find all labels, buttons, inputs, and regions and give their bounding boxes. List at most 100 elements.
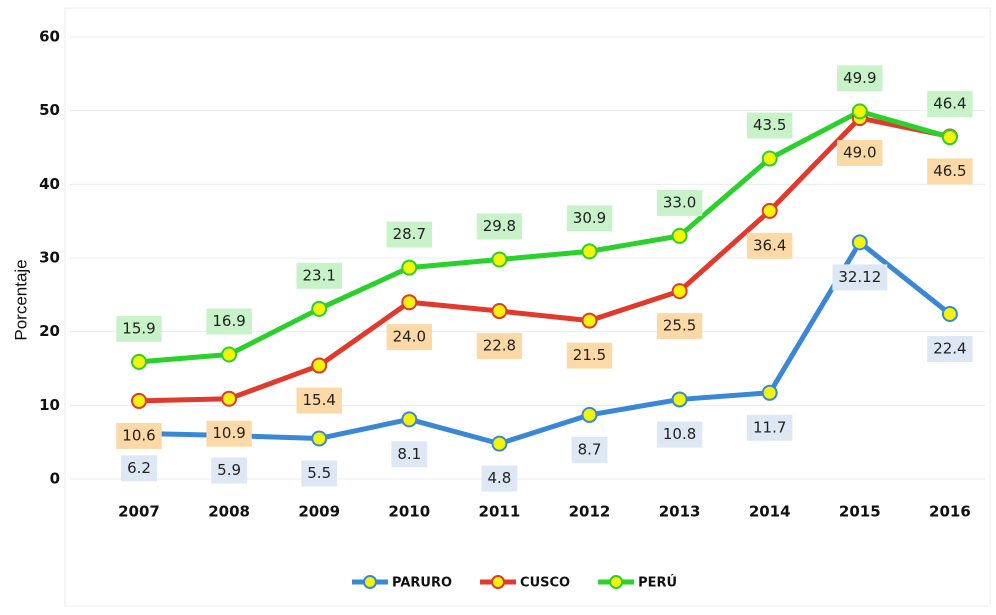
data-label-box [566,342,613,369]
data-label-text: 22.8 [483,337,516,355]
data-label-box [301,460,338,487]
point-marker [581,312,598,329]
x-tick-label: 2011 [479,503,521,521]
data-label-box [391,441,428,468]
data-label: 46.4 [927,91,973,118]
x-tick-label: 2016 [929,503,971,521]
data-label: 8.1 [391,441,428,468]
data-label-text: 49.0 [843,144,876,162]
data-label: 29.8 [476,213,523,240]
point-marker [401,259,418,276]
data-label-text: 8.1 [397,445,421,463]
data-label: 6.2 [121,455,157,482]
data-label-box [837,65,883,92]
point-marker [671,391,688,408]
data-label-text: 10.9 [212,424,245,442]
data-label: 5.9 [211,457,248,484]
data-label: 25.5 [656,313,703,340]
data-label-box [832,264,888,291]
point-marker [221,390,238,407]
data-label-box [571,436,608,463]
x-tick-label: 2008 [208,503,250,521]
data-label-text: 22.4 [933,339,966,357]
data-label: 11.7 [746,414,793,441]
data-label-box [656,313,703,340]
data-label-text: 10.8 [663,425,696,443]
y-tick-label: 60 [39,28,60,46]
data-label: 15.4 [296,387,342,414]
point-marker [761,202,778,219]
point-marker [671,227,688,244]
point-marker [761,384,778,401]
x-tick-label: 2012 [569,503,611,521]
point-marker [311,430,328,447]
data-label-text: 46.4 [933,95,966,113]
data-label-text: 29.8 [483,217,516,235]
data-label-box [121,455,157,482]
data-label-box [206,420,252,447]
data-label-text: 5.9 [217,461,241,479]
data-label-box [566,205,613,232]
data-label-box [476,333,523,360]
data-label-box [211,457,248,484]
data-label: 22.8 [476,333,523,360]
data-label-text: 32.12 [838,268,881,286]
legend-label: PERÚ [638,575,677,591]
point-marker [131,353,147,370]
plot-frame [64,7,991,607]
y-tick-label: 20 [39,322,60,340]
data-label-box [386,324,433,351]
data-label: 23.1 [296,262,342,289]
point-marker [221,346,238,363]
data-label-text: 11.7 [753,418,786,436]
point-marker [941,129,958,146]
data-label-text: 25.5 [663,317,696,335]
data-label: 28.7 [386,221,433,248]
data-label: 22.4 [927,335,973,362]
data-label: 30.9 [566,205,613,232]
data-label: 43.5 [746,112,793,139]
data-label-text: 15.9 [122,319,155,337]
series-line [138,108,951,365]
data-label: 16.9 [206,308,252,335]
data-label: 4.8 [481,465,518,492]
point-marker [491,435,508,452]
data-label-text: 36.4 [753,236,786,254]
data-label-text: 28.7 [393,225,426,243]
legend-marker [491,575,506,589]
data-label: 10.6 [116,422,162,449]
point-marker [761,150,778,167]
y-axis-label: Porcentaje [11,259,30,340]
data-label-box [746,232,793,259]
y-tick-label: 50 [39,101,60,119]
data-label-text: 24.0 [393,328,426,346]
data-label: 8.7 [571,436,608,463]
point-marker [491,251,508,268]
data-label: 33.0 [656,189,703,216]
point-marker [851,103,868,120]
data-label-text: 10.6 [122,426,155,444]
data-label: 32.12 [832,264,888,291]
data-label: 49.0 [837,140,883,167]
data-label: 49.9 [837,65,883,92]
point-marker [941,305,958,322]
x-tick-label: 2010 [388,503,430,521]
data-label-text: 30.9 [573,209,606,227]
data-label-box [927,91,973,118]
data-label-box [656,421,703,448]
data-label-text: 4.8 [487,469,511,487]
data-label-text: 23.1 [302,266,335,284]
legend-label: CUSCO [520,576,570,591]
point-marker [581,406,598,423]
data-label-box [837,140,883,167]
data-label: 5.5 [301,460,338,487]
y-tick-label: 0 [50,470,60,488]
data-label-box [116,422,162,449]
x-tick-label: 2007 [118,503,160,521]
x-tick-label: 2009 [298,503,340,521]
point-marker [671,283,688,300]
point-marker [311,300,328,317]
point-marker [401,411,418,428]
point-marker [131,392,147,409]
legend-label: PARURO [392,576,452,591]
